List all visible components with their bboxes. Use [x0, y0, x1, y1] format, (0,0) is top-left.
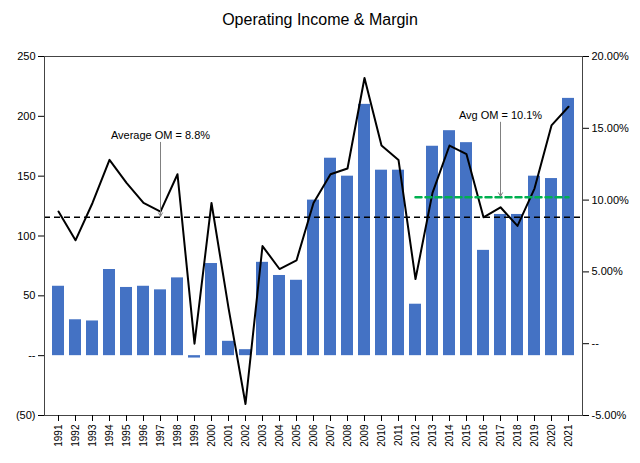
svg-text:2012: 2012	[410, 424, 421, 447]
svg-text:--: --	[28, 349, 36, 361]
svg-text:5.00%: 5.00%	[592, 265, 623, 277]
svg-text:2009: 2009	[359, 424, 370, 447]
svg-text:2005: 2005	[291, 424, 302, 447]
svg-text:2008: 2008	[342, 424, 353, 447]
svg-text:1996: 1996	[138, 424, 149, 447]
svg-text:2017: 2017	[495, 424, 506, 447]
svg-text:2003: 2003	[257, 424, 268, 447]
svg-text:15.00%: 15.00%	[592, 122, 630, 134]
svg-text:1995: 1995	[121, 424, 132, 447]
svg-text:2001: 2001	[223, 424, 234, 447]
html-text:Operating Income & Margin: Operating Income & Margin	[222, 11, 418, 28]
svg-text:100: 100	[17, 230, 35, 242]
svg-text:(50): (50)	[16, 409, 36, 421]
svg-text:2015: 2015	[461, 424, 472, 447]
svg-text:2019: 2019	[529, 424, 540, 447]
svg-text:2000: 2000	[206, 424, 217, 447]
svg-text:50: 50	[23, 289, 35, 301]
svg-text:1999: 1999	[189, 424, 200, 447]
svg-text:--: --	[592, 337, 600, 349]
svg-text:1992: 1992	[70, 424, 81, 447]
svg-text:250: 250	[17, 50, 35, 62]
svg-text:2004: 2004	[274, 424, 285, 447]
svg-text:2010: 2010	[376, 424, 387, 447]
svg-text:1997: 1997	[155, 424, 166, 447]
svg-text:150: 150	[17, 170, 35, 182]
svg-text:Average OM = 8.8%: Average OM = 8.8%	[111, 129, 210, 141]
svg-text:1991: 1991	[53, 424, 64, 447]
svg-text:1994: 1994	[104, 424, 115, 447]
svg-text:20.00%: 20.00%	[592, 50, 630, 62]
svg-text:2013: 2013	[427, 424, 438, 447]
svg-text:2006: 2006	[308, 424, 319, 447]
svg-text:-5.00%: -5.00%	[592, 409, 627, 421]
svg-text:2002: 2002	[240, 424, 251, 447]
svg-text:200: 200	[17, 110, 35, 122]
svg-text:2020: 2020	[546, 424, 557, 447]
svg-text:2018: 2018	[512, 424, 523, 447]
svg-text:2014: 2014	[444, 424, 455, 447]
svg-text:2021: 2021	[563, 424, 574, 447]
svg-text:2007: 2007	[325, 424, 336, 447]
svg-text:2016: 2016	[478, 424, 489, 447]
svg-text:1998: 1998	[172, 424, 183, 447]
svg-text:Avg OM = 10.1%: Avg OM = 10.1%	[459, 109, 542, 121]
svg-text:10.00%: 10.00%	[592, 194, 630, 206]
svg-text:2011: 2011	[393, 424, 404, 446]
svg-text:1993: 1993	[87, 424, 98, 447]
